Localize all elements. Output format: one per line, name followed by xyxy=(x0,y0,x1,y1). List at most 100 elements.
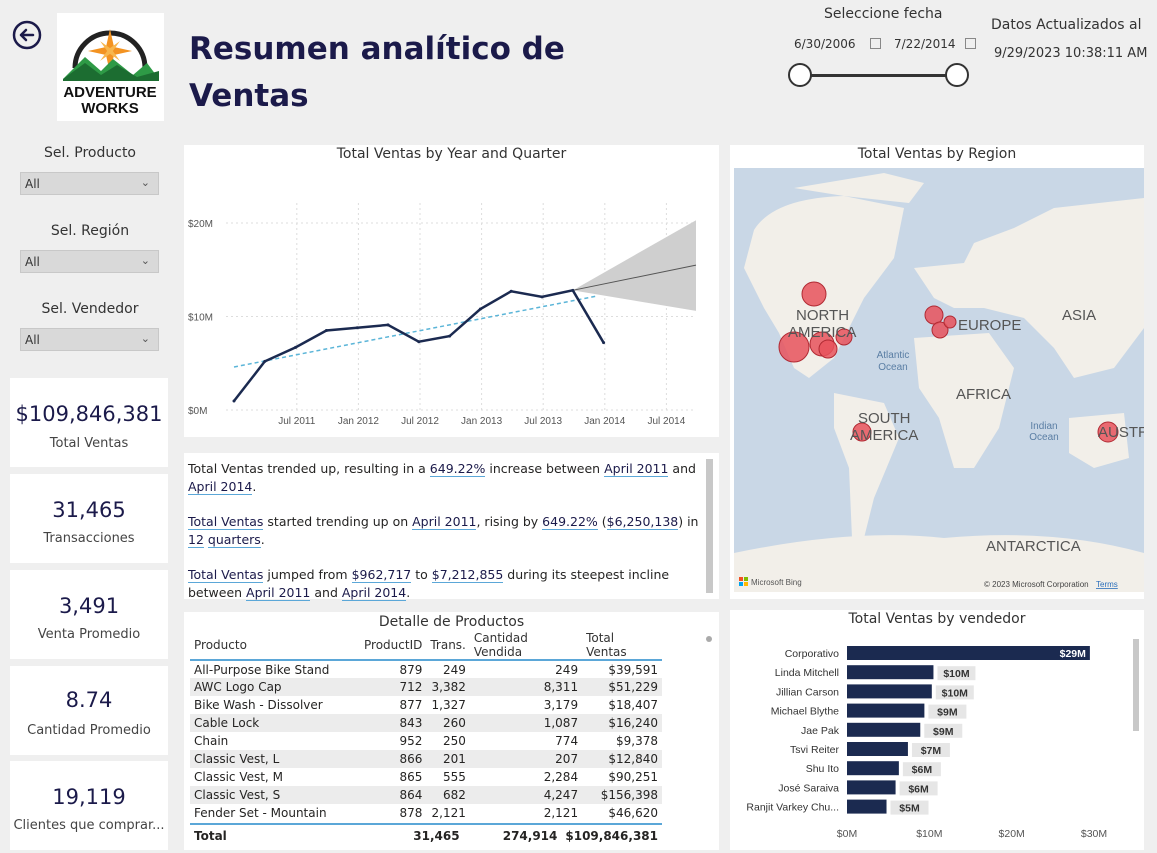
product-slicer-dropdown[interactable]: All ⌄ xyxy=(20,172,159,195)
updated-timestamp: 9/29/2023 10:38:11 AM xyxy=(994,46,1148,61)
region-slicer-dropdown[interactable]: All ⌄ xyxy=(20,250,159,273)
narrative-segment: , rising by xyxy=(476,514,543,529)
seller-slicer-dropdown[interactable]: All ⌄ xyxy=(20,328,159,351)
table-row[interactable]: Classic Vest, S 864 682 4,247 $156,398 xyxy=(190,786,662,804)
bar-chart-scrollbar[interactable] xyxy=(1133,639,1139,731)
back-arrow-icon[interactable] xyxy=(12,20,42,50)
world-map[interactable]: NORTH AMERICA EUROPE ASIA AFRICA SOUTH A… xyxy=(734,168,1144,592)
bar-chart[interactable]: Corporativo $29M Linda Mitchell $10M Jillian… xyxy=(730,610,1144,850)
table-cell: 879 xyxy=(399,662,423,677)
bar[interactable] xyxy=(847,722,921,737)
narrative-segment: Total Ventas xyxy=(188,514,264,530)
date-range-slider[interactable] xyxy=(800,74,958,77)
data-point[interactable] xyxy=(602,341,606,345)
narrative-segment: . xyxy=(406,585,411,600)
bar-label-bg xyxy=(899,781,938,796)
data-point[interactable] xyxy=(294,345,298,349)
table-row[interactable]: Chain 952 250 774 $9,378 xyxy=(190,732,662,750)
svg-text:SOUTH: SOUTH xyxy=(858,410,911,427)
col-header-cantidad[interactable]: Cantidad Vendida xyxy=(473,630,528,659)
x-tick-label: Jan 2013 xyxy=(461,416,503,427)
table-cell: 878 xyxy=(399,806,423,820)
bar[interactable] xyxy=(847,703,925,718)
narrative-segment: April 2011 xyxy=(246,585,311,601)
data-point[interactable] xyxy=(417,340,421,344)
table-row[interactable]: All-Purpose Bike Stand 879 249 249 $39,591 xyxy=(190,660,662,678)
map-card[interactable]: Total Ventas by Region NORTH AMERICA EUR… xyxy=(730,145,1144,599)
col-header-producto[interactable]: Producto xyxy=(194,637,247,652)
kpi-value: 3,491 xyxy=(58,594,120,618)
bar[interactable] xyxy=(847,761,899,776)
slider-start-handle[interactable] xyxy=(788,63,812,87)
data-point[interactable] xyxy=(571,288,575,292)
calendar-icon[interactable] xyxy=(965,38,976,49)
narrative-segment: 649.22% xyxy=(542,514,598,530)
seller-slicer-title: Sel. Vendedor xyxy=(41,301,139,317)
table-row[interactable]: AWC Logo Cap 712 3,382 8,311 $51,229 xyxy=(190,678,662,696)
product-table[interactable]: Producto ProductID Trans. Cantidad Vendi… xyxy=(190,630,662,822)
narrative-segment: to xyxy=(411,567,432,582)
table-row[interactable]: Classic Vest, M 865 555 2,284 $90,251 xyxy=(190,768,662,786)
col-header-total[interactable]: Total Ventas xyxy=(586,630,627,659)
kpi-value: 31,465 xyxy=(52,498,126,522)
narrative-segment: during its steepest incline between xyxy=(188,567,670,600)
data-point[interactable] xyxy=(448,334,452,338)
col-header-productid[interactable]: ProductID xyxy=(364,637,423,652)
bar[interactable] xyxy=(847,684,932,699)
data-point[interactable] xyxy=(355,326,359,330)
slider-end-handle[interactable] xyxy=(945,63,969,87)
table-cell: $39,591 xyxy=(608,662,658,677)
bar-value-label: $6M xyxy=(908,783,929,795)
table-row[interactable]: Fender Set - Mountain 878 2,121 2,121 $46,62… xyxy=(190,804,662,822)
line-chart[interactable]: $0M $10M $20M Jul 2011 Jan 2012 Jul 2012 Jan 2… xyxy=(184,145,719,437)
data-point[interactable] xyxy=(263,359,267,363)
bar[interactable] xyxy=(847,799,887,814)
page-title: Resumen analítico de Ventas xyxy=(189,31,565,114)
bar-chart-card[interactable]: Total Ventas by vendedor Corporativo $29M… xyxy=(730,610,1144,850)
narrative-segment: April 2011 xyxy=(412,514,477,530)
start-date-input[interactable]: 6/30/2006 xyxy=(789,34,881,56)
table-cell: 207 xyxy=(469,750,583,768)
bar-category-label: Shu Ito xyxy=(806,763,839,775)
data-point[interactable] xyxy=(324,329,328,333)
svg-text:NORTH: NORTH xyxy=(796,307,849,324)
table-scrollbar[interactable] xyxy=(706,636,712,642)
data-point[interactable] xyxy=(540,295,544,299)
table-cell: Chain xyxy=(194,734,229,748)
kpi-card-total-ventas: $109,846,381 Total Ventas xyxy=(10,378,168,467)
bar[interactable] xyxy=(847,780,896,795)
bar-value-label: $7M xyxy=(921,745,942,757)
bar[interactable] xyxy=(847,646,1090,660)
total-cantidad: 274,914 xyxy=(502,829,558,843)
bar[interactable] xyxy=(847,742,908,756)
table-row[interactable]: Classic Vest, L 866 201 207 $12,840 xyxy=(190,750,662,768)
bar[interactable] xyxy=(847,665,934,680)
table-row[interactable]: Cable Lock 843 260 1,087 $16,240 xyxy=(190,714,662,732)
product-table-card[interactable]: Detalle de Productos Producto ProductID … xyxy=(184,612,719,850)
data-point[interactable] xyxy=(509,289,513,293)
narrative-scrollbar[interactable] xyxy=(706,459,713,593)
data-point[interactable] xyxy=(232,399,236,403)
col-header-trans[interactable]: Trans. xyxy=(430,637,466,652)
table-cell: Fender Set - Mountain xyxy=(194,806,327,820)
line-chart-card[interactable]: Total Ventas by Year and Quarter $0M $10M… xyxy=(184,145,719,437)
table-cell: $51,229 xyxy=(582,678,662,696)
svg-text:Microsoft Bing: Microsoft Bing xyxy=(751,578,802,587)
narrative-segment: increase between xyxy=(485,461,605,476)
data-point[interactable] xyxy=(386,323,390,327)
data-point[interactable] xyxy=(478,307,482,311)
table-row[interactable]: Bike Wash - Dissolver 877 1,327 3,179 $18,40… xyxy=(190,696,662,714)
kpi-value: 19,119 xyxy=(52,785,126,809)
table-cell: 249 xyxy=(555,662,579,677)
calendar-icon[interactable] xyxy=(870,38,881,49)
table-cell: Classic Vest, S xyxy=(190,786,360,804)
end-date-input[interactable]: 7/22/2014 xyxy=(889,34,976,56)
map-title: Total Ventas by Region xyxy=(857,146,1017,162)
table-title: Detalle de Productos xyxy=(378,614,525,630)
table-cell: $16,240 xyxy=(582,714,662,732)
narrative-segment: Total Ventas xyxy=(188,567,264,583)
svg-text:AFRICA: AFRICA xyxy=(956,386,1011,403)
y-tick-label: $10M xyxy=(188,313,213,324)
narrative-paragraph-2: Total Ventas started trending up on Apri… xyxy=(188,513,715,549)
sales-series-line[interactable] xyxy=(233,288,605,402)
